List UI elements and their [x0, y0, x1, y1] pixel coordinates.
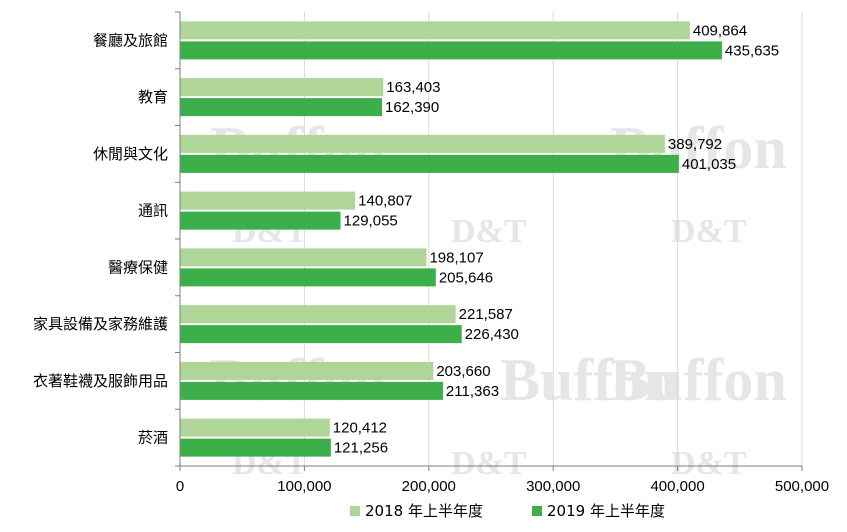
category-label: 休閒與文化 [93, 145, 168, 163]
data-label: 389,792 [668, 136, 722, 153]
bar-series-2 [180, 381, 443, 400]
bar-series-2 [180, 268, 436, 287]
category-label: 通訊 [138, 202, 168, 220]
x-tick-label: 400,000 [650, 478, 704, 495]
watermark-mark-text: D&T [671, 445, 747, 482]
bar-series-2 [180, 325, 462, 344]
category-label: 衣著鞋襪及服飾用品 [33, 372, 168, 390]
watermark-mark-text: D&T [671, 213, 747, 250]
watermark-brand-text: Buffon [210, 347, 387, 413]
data-label: 401,035 [682, 156, 736, 173]
data-label: 163,403 [386, 79, 440, 96]
bar-series-2 [180, 211, 341, 230]
category-label: 菸酒 [138, 429, 168, 447]
category-label: 家具設備及家務維護 [33, 315, 168, 333]
bar-series-2 [180, 98, 383, 117]
category-label: 餐廳及旅館 [93, 31, 168, 49]
x-tick-label: 200,000 [402, 478, 456, 495]
data-label: 140,807 [358, 193, 412, 210]
watermark-brand-text: Buffon [500, 347, 677, 413]
x-tick-label: 500,000 [775, 478, 829, 495]
watermark-mark-text: D&T [451, 445, 527, 482]
axes [175, 11, 803, 471]
bar-series-2 [180, 154, 679, 173]
category-label: 醫療保健 [108, 258, 168, 276]
watermark-mark-text: D&T [451, 213, 527, 250]
data-label: 205,646 [439, 269, 493, 286]
data-label: 198,107 [429, 249, 483, 266]
bar-series-2 [180, 41, 722, 60]
bars [180, 21, 722, 457]
watermark-layer: BuffonBuffonBuffonBuffonBuffonD&TD&TD&TD… [210, 115, 787, 482]
category-label: 教育 [138, 88, 168, 106]
labels: 409,864 435,635 餐廳及旅館 163,403 162,390 教育 389,7… [33, 22, 829, 495]
bar-series-1 [180, 78, 384, 97]
bar-series-1 [180, 191, 356, 210]
legend: 2018 年上半年度 2019 年上半年度 [350, 502, 665, 520]
data-label: 211,363 [446, 383, 499, 400]
bar-series-2 [180, 438, 331, 457]
bar-series-1 [180, 305, 456, 324]
data-label: 121,256 [334, 440, 388, 457]
data-label: 221,587 [459, 306, 513, 323]
x-tick-label: 300,000 [526, 478, 580, 495]
bar-series-1 [180, 418, 330, 437]
data-label: 435,635 [725, 42, 779, 59]
x-tick-label: 0 [176, 478, 184, 495]
data-label: 129,055 [344, 213, 398, 230]
data-label: 162,390 [385, 99, 439, 116]
x-tick-label: 100,000 [277, 478, 331, 495]
bar-series-1 [180, 21, 690, 40]
bar-series-1 [180, 248, 427, 267]
bar-series-1 [180, 361, 434, 380]
data-label: 120,412 [333, 420, 387, 437]
legend-swatch [350, 506, 360, 516]
legend-label: 2019 年上半年度 [547, 502, 665, 520]
watermark-brand-text: Buffon [610, 347, 787, 413]
legend-label: 2018 年上半年度 [365, 502, 483, 520]
data-label: 203,660 [436, 363, 490, 380]
bar-series-1 [180, 134, 665, 153]
legend-swatch [532, 506, 542, 516]
data-label: 409,864 [693, 22, 747, 39]
data-label: 226,430 [465, 326, 519, 343]
